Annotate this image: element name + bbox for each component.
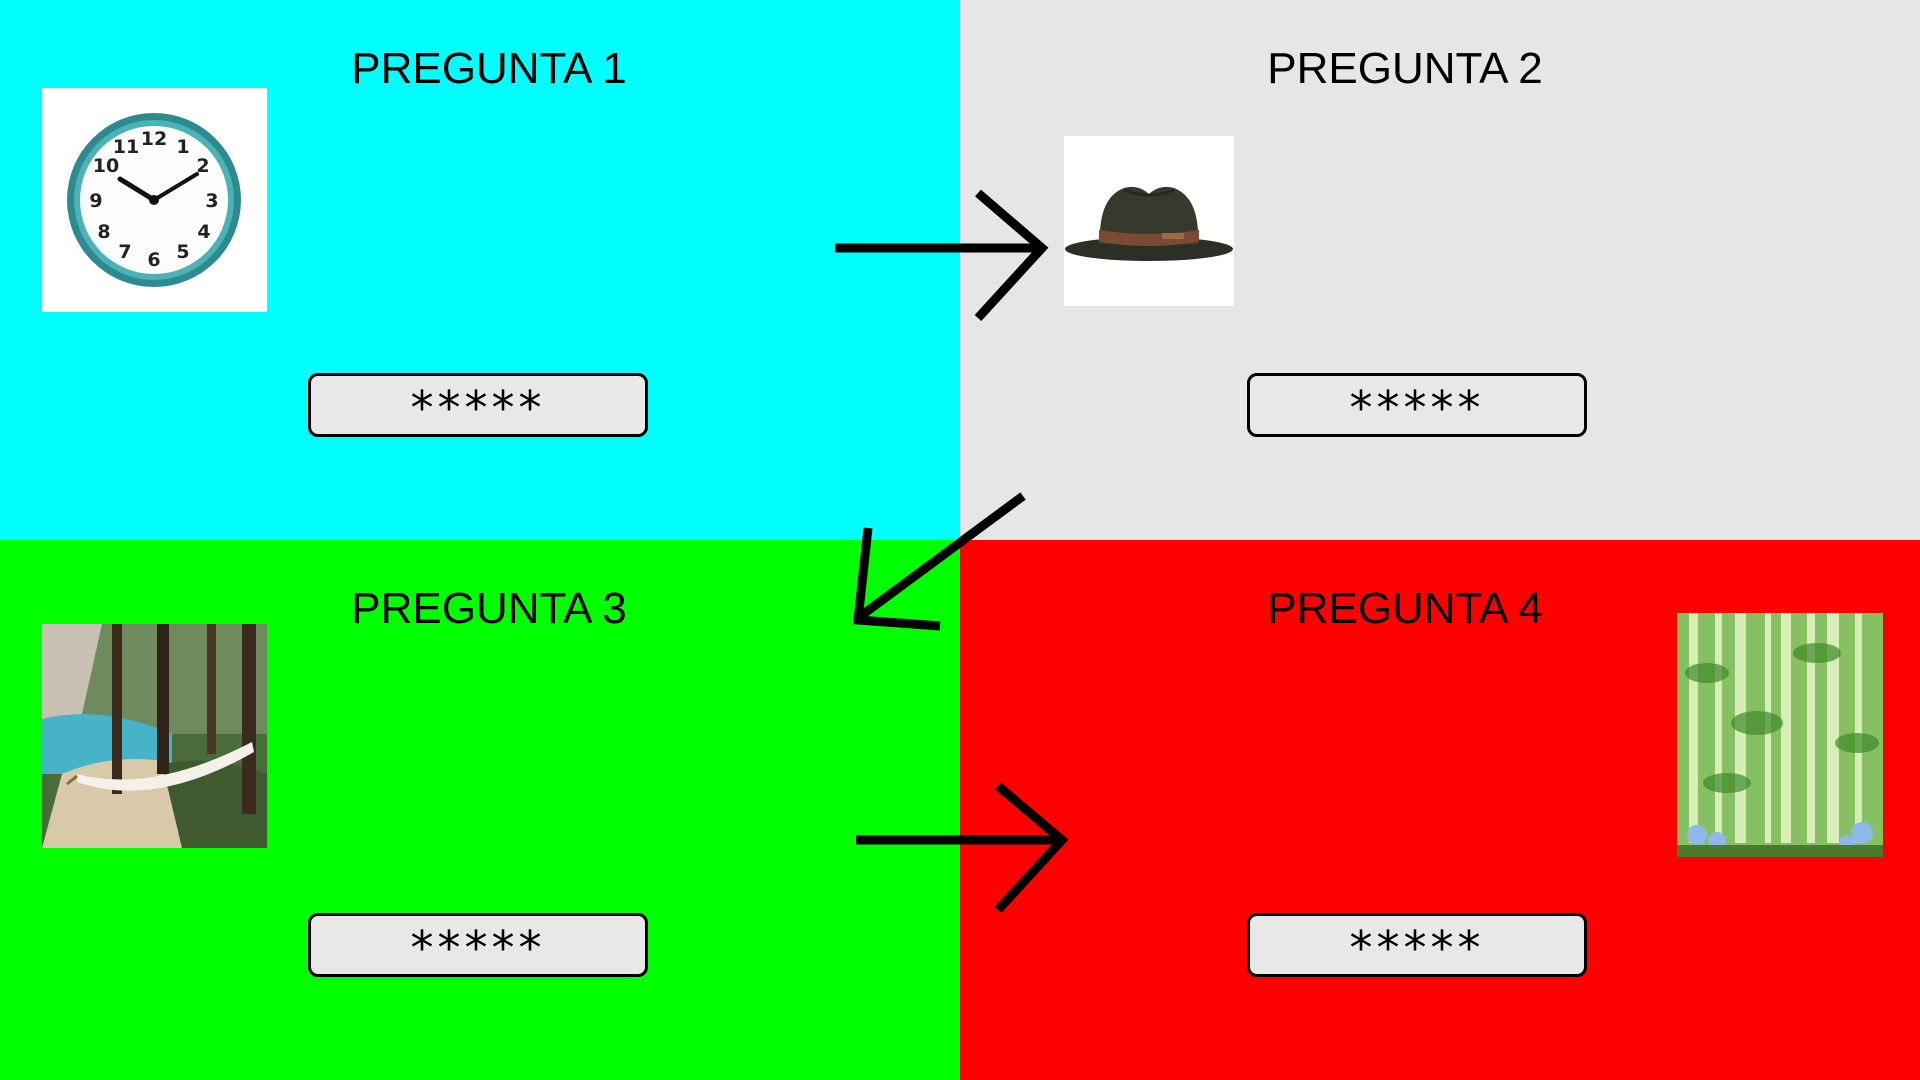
question-title-1: PREGUNTA 1	[351, 44, 627, 93]
question-title-2: PREGUNTA 2	[1267, 44, 1543, 93]
svg-text:6: 6	[147, 249, 160, 271]
svg-text:2: 2	[196, 155, 209, 177]
bamboo-forest-picture	[1677, 613, 1883, 857]
svg-text:12: 12	[141, 128, 167, 150]
svg-text:3: 3	[205, 190, 218, 212]
panel-question-1: PREGUNTA 1 12 1 2 3 4 5 6 7 8 9 10 11	[0, 0, 960, 540]
svg-text:9: 9	[89, 190, 102, 212]
panel-question-3: PREGUNTA 3 *****	[0, 540, 960, 1080]
answer-field-2[interactable]: *****	[1247, 373, 1587, 437]
svg-text:7: 7	[118, 241, 131, 263]
panel-question-2: PREGUNTA 2 *****	[960, 0, 1920, 540]
svg-text:8: 8	[97, 221, 110, 243]
hammock-lake-picture	[42, 624, 267, 848]
svg-text:5: 5	[176, 241, 189, 263]
svg-text:10: 10	[93, 155, 119, 177]
svg-text:11: 11	[113, 136, 139, 158]
fedora-hat-picture	[1064, 136, 1234, 306]
svg-text:1: 1	[176, 136, 189, 158]
question-title-3: PREGUNTA 3	[351, 584, 627, 633]
question-title-4: PREGUNTA 4	[1267, 584, 1543, 633]
wall-clock-picture: 12 1 2 3 4 5 6 7 8 9 10 11	[42, 88, 267, 312]
answer-field-3[interactable]: *****	[308, 913, 648, 977]
svg-text:4: 4	[197, 221, 210, 243]
answer-field-1[interactable]: *****	[308, 373, 648, 437]
panel-question-4: PREGUNTA 4	[960, 540, 1920, 1080]
answer-field-4[interactable]: *****	[1247, 913, 1587, 977]
